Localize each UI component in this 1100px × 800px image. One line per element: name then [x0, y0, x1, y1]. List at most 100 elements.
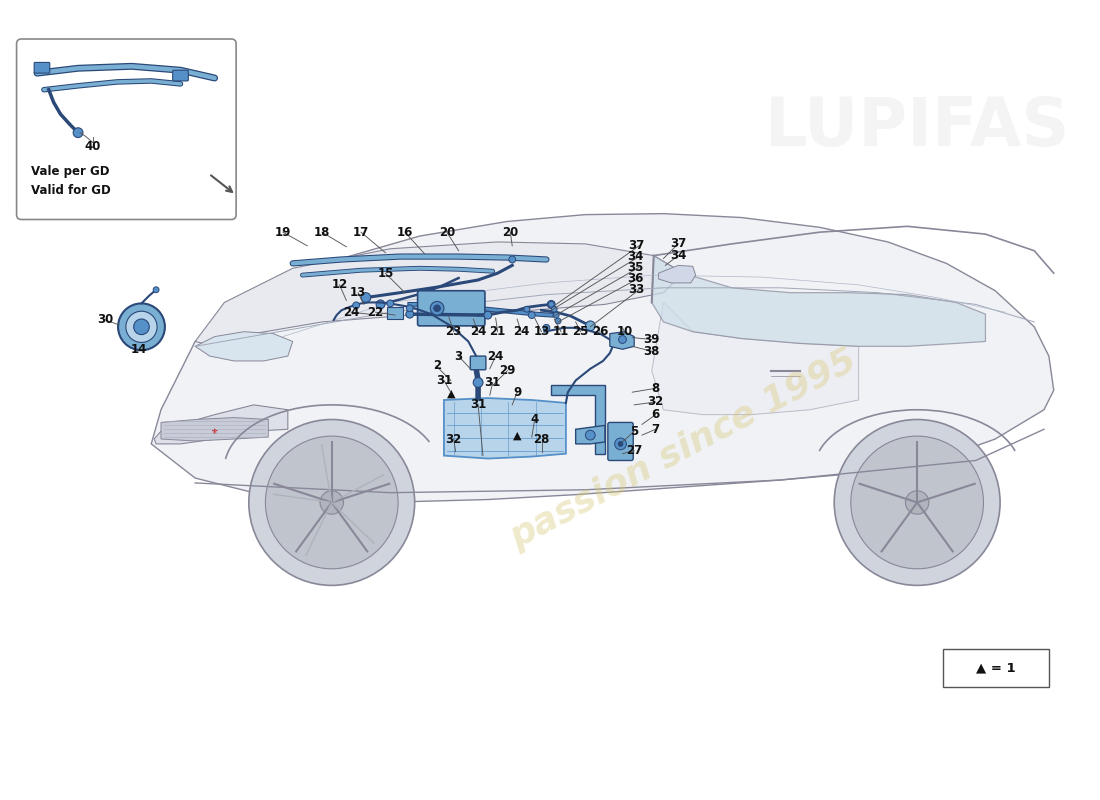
Circle shape	[406, 305, 414, 312]
Circle shape	[615, 438, 626, 450]
Text: 37: 37	[628, 239, 643, 252]
Text: 5: 5	[630, 425, 638, 438]
Circle shape	[406, 310, 414, 318]
Text: 20: 20	[503, 226, 518, 238]
Text: 17: 17	[353, 226, 370, 238]
Text: 18: 18	[314, 226, 330, 238]
Text: 15: 15	[377, 266, 394, 280]
Polygon shape	[659, 266, 695, 283]
Text: 12: 12	[331, 278, 348, 291]
Text: 31: 31	[470, 398, 486, 411]
Circle shape	[551, 306, 557, 312]
Text: ▲: ▲	[513, 431, 521, 441]
Circle shape	[548, 301, 556, 308]
Text: 40: 40	[85, 140, 101, 153]
Text: passion since 1995: passion since 1995	[504, 343, 862, 554]
Text: 29: 29	[499, 364, 516, 378]
Circle shape	[618, 442, 623, 446]
Polygon shape	[154, 405, 288, 444]
FancyBboxPatch shape	[608, 422, 634, 461]
Polygon shape	[195, 332, 293, 361]
FancyBboxPatch shape	[16, 39, 236, 219]
Circle shape	[834, 419, 1000, 586]
Text: ▲ = 1: ▲ = 1	[976, 662, 1015, 674]
Text: 10: 10	[616, 326, 632, 338]
FancyBboxPatch shape	[34, 62, 50, 73]
Text: 31: 31	[485, 376, 501, 389]
Circle shape	[376, 300, 385, 309]
Text: 8: 8	[651, 382, 660, 394]
Polygon shape	[575, 426, 605, 444]
Circle shape	[74, 128, 82, 138]
Circle shape	[553, 312, 559, 318]
Text: 39: 39	[644, 333, 660, 346]
Text: 14: 14	[131, 342, 146, 356]
Text: 34: 34	[670, 249, 686, 262]
Text: 24: 24	[470, 326, 486, 338]
Polygon shape	[652, 255, 986, 346]
Polygon shape	[652, 302, 859, 414]
Text: 31: 31	[436, 374, 452, 387]
FancyBboxPatch shape	[173, 70, 188, 81]
Text: 36: 36	[628, 271, 643, 285]
Circle shape	[361, 293, 371, 302]
Text: LUPIFAS: LUPIFAS	[764, 94, 1070, 160]
Text: 3: 3	[454, 350, 463, 362]
Polygon shape	[195, 242, 683, 346]
Text: Vale per GD
Valid for GD: Vale per GD Valid for GD	[31, 166, 111, 198]
Polygon shape	[609, 332, 635, 350]
Text: 2: 2	[433, 359, 441, 372]
Text: 32: 32	[446, 433, 462, 446]
Text: ⚜: ⚜	[211, 426, 219, 436]
Circle shape	[850, 436, 983, 569]
Text: 35: 35	[628, 261, 643, 274]
Text: 33: 33	[628, 283, 643, 296]
Polygon shape	[551, 386, 605, 454]
Circle shape	[905, 490, 928, 514]
Circle shape	[320, 490, 343, 514]
Circle shape	[524, 306, 530, 312]
Text: 22: 22	[367, 306, 384, 318]
Text: 13: 13	[350, 286, 366, 299]
Circle shape	[618, 336, 626, 343]
Text: 16: 16	[397, 226, 414, 238]
FancyBboxPatch shape	[471, 356, 486, 370]
Polygon shape	[151, 214, 1054, 502]
Circle shape	[528, 312, 536, 318]
Circle shape	[387, 300, 394, 307]
Text: 6: 6	[651, 408, 660, 421]
Circle shape	[153, 287, 159, 293]
Text: 25: 25	[572, 326, 588, 338]
Text: 30: 30	[97, 314, 113, 326]
FancyBboxPatch shape	[387, 307, 403, 319]
Text: 24: 24	[343, 306, 360, 318]
Text: 19: 19	[275, 226, 292, 238]
Text: 34: 34	[628, 250, 643, 263]
Polygon shape	[444, 398, 565, 458]
Circle shape	[433, 305, 440, 312]
Text: 24: 24	[487, 350, 504, 362]
Circle shape	[509, 256, 516, 263]
Text: 21: 21	[490, 326, 506, 338]
Text: 28: 28	[534, 433, 550, 446]
Text: 38: 38	[644, 345, 660, 358]
Polygon shape	[161, 418, 268, 441]
FancyBboxPatch shape	[418, 290, 485, 326]
Text: 27: 27	[626, 444, 642, 458]
Circle shape	[249, 419, 415, 586]
Text: 37: 37	[670, 238, 686, 250]
Circle shape	[118, 303, 165, 350]
Text: 13: 13	[534, 326, 550, 338]
Text: 7: 7	[651, 422, 660, 436]
Text: 32: 32	[648, 395, 663, 409]
Circle shape	[484, 311, 492, 319]
Circle shape	[473, 378, 483, 387]
Text: 20: 20	[439, 226, 455, 238]
Circle shape	[548, 302, 554, 307]
FancyBboxPatch shape	[943, 649, 1049, 687]
Circle shape	[543, 324, 550, 331]
Text: 11: 11	[553, 326, 569, 338]
Text: 24: 24	[513, 326, 529, 338]
Circle shape	[430, 302, 444, 315]
Circle shape	[585, 321, 595, 330]
